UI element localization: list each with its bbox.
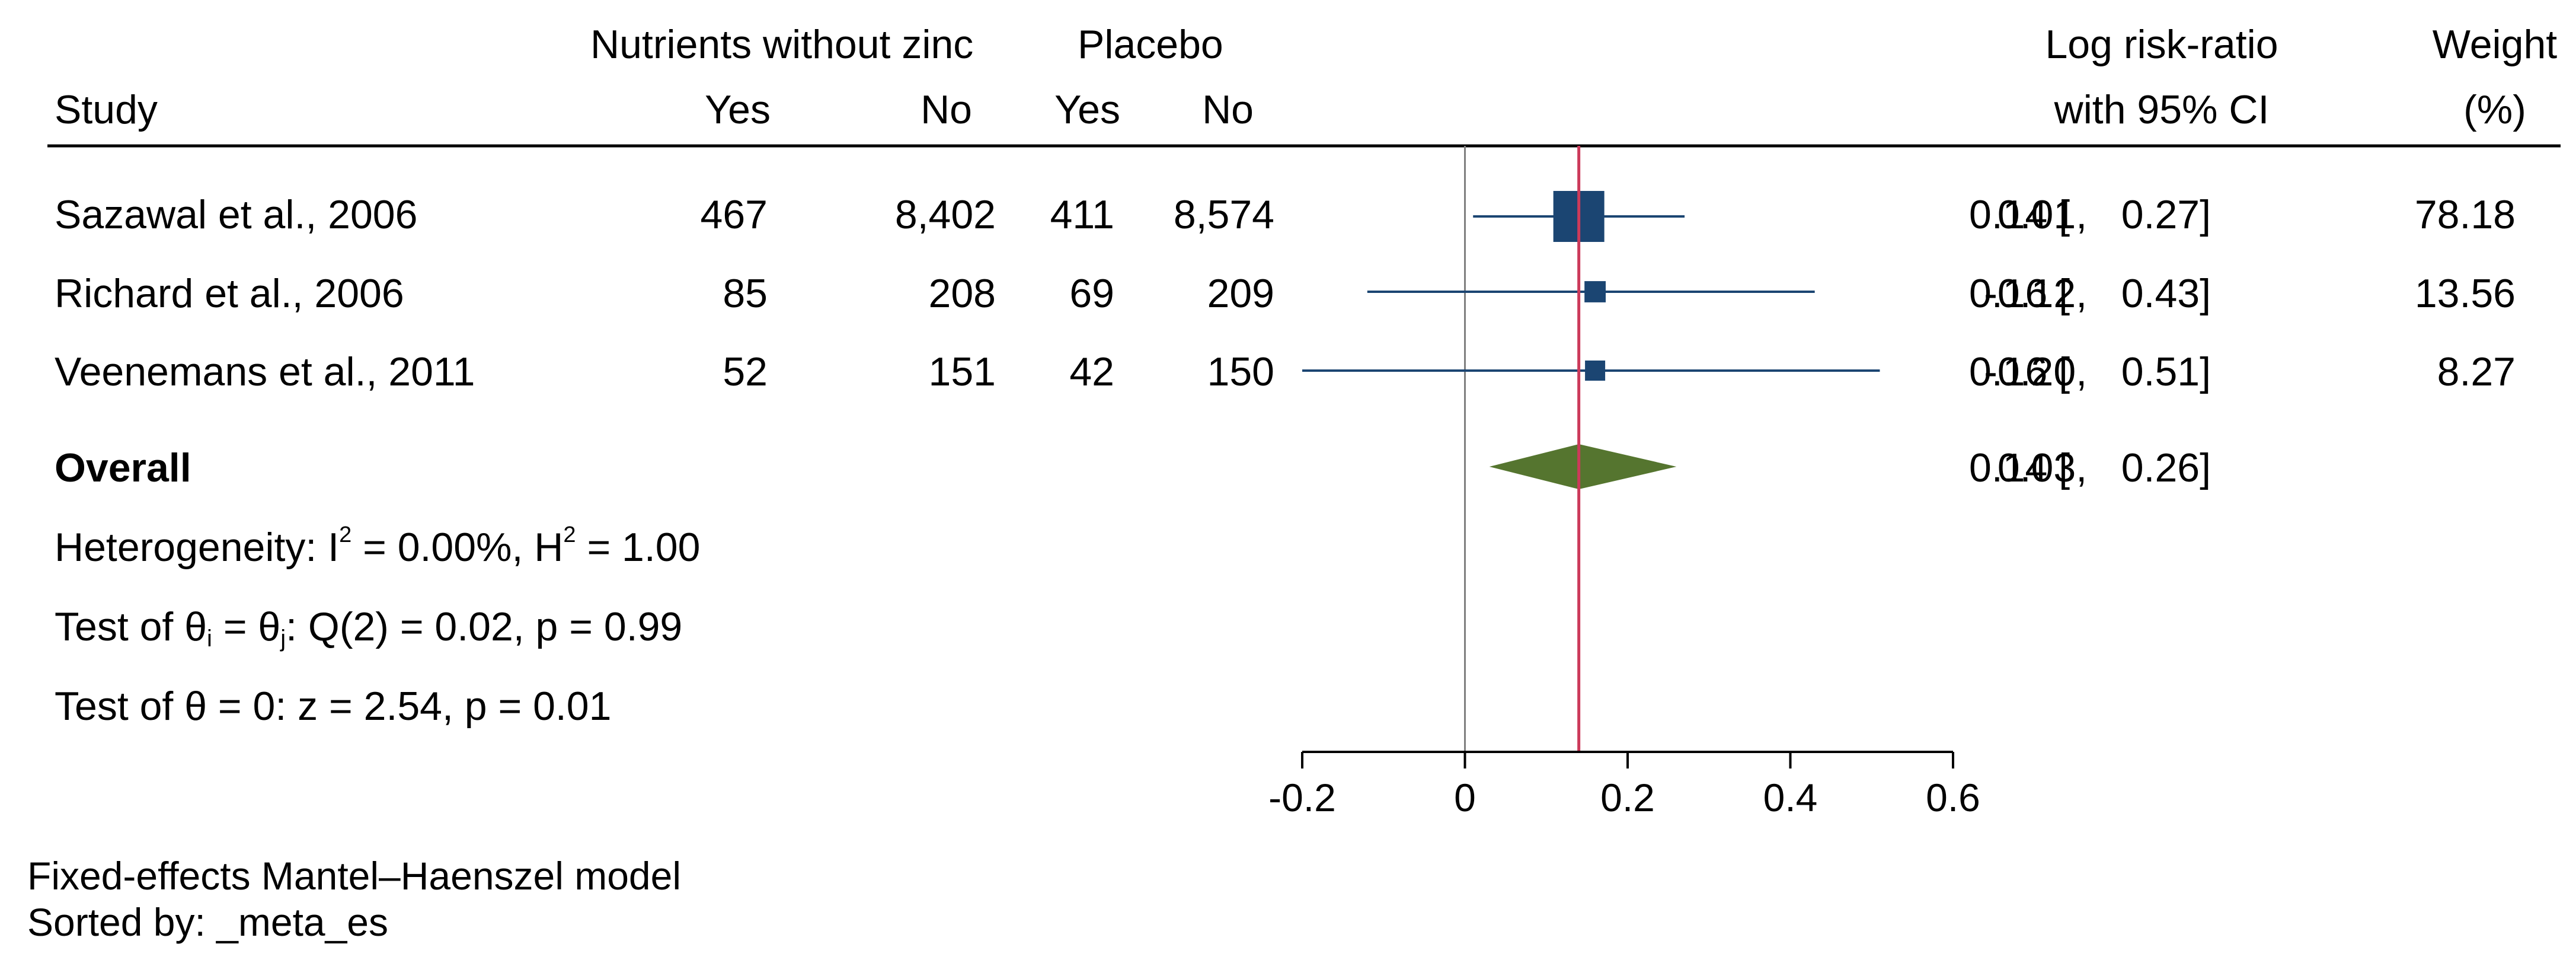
- effect-ci-text: 0.16 [ -0.20, 0.51]: [1969, 349, 2211, 394]
- weight-value: 8.27: [2437, 349, 2516, 394]
- ctrl-no-value: 150: [1207, 349, 1274, 394]
- effect-header-line2: with 95% CI: [2054, 87, 2270, 132]
- model-note: Fixed-effects Mantel–Haenszel model: [27, 854, 681, 898]
- effect-ci-text: 0.14 [ 0.01, 0.27]: [1969, 192, 2211, 237]
- weight-value: 13.56: [2415, 271, 2516, 316]
- study-row: Veenemans et al., 2011 52 151 42 150 0.1…: [55, 349, 2516, 394]
- effect-ci-text: 0.16 [ -0.12, 0.43]: [1969, 271, 2211, 316]
- x-tick-label: 0.6: [1926, 776, 1980, 819]
- ctrl-no-header: No: [1202, 87, 1254, 132]
- group1-header: Nutrients without zinc: [590, 22, 973, 67]
- weight-value: 78.18: [2415, 192, 2516, 237]
- study-row: Richard et al., 2006 85 208 69 209 0.16 …: [55, 271, 2516, 316]
- plot-area: -0.2 0 0.2 0.4 0.6: [1268, 146, 1980, 819]
- x-tick-label: 0: [1454, 776, 1476, 819]
- ctrl-yes-value: 411: [1050, 192, 1114, 237]
- overall-diamond: [1489, 444, 1677, 489]
- study-name: Veenemans et al., 2011: [55, 349, 475, 394]
- overall-effect-ci-text: 0.14 [ 0.03, 0.26]: [1969, 445, 2211, 490]
- x-tick-label: 0.2: [1600, 776, 1655, 819]
- test-theta-zero-text: Test of θ = 0: z = 2.54, p = 0.01: [55, 684, 611, 729]
- treat-yes-value: 467: [701, 192, 768, 237]
- study-name: Richard et al., 2006: [55, 271, 404, 316]
- treat-no-value: 8,402: [895, 192, 996, 237]
- study-row: Sazawal et al., 2006 467 8,402 411 8,574…: [55, 192, 2516, 237]
- study-header: Study: [55, 87, 158, 132]
- group2-header: Placebo: [1078, 22, 1223, 67]
- ctrl-no-value: 8,574: [1174, 192, 1274, 237]
- weight-header-line1: Weight: [2433, 22, 2558, 67]
- treat-no-value: 151: [929, 349, 996, 394]
- heterogeneity-text: Heterogeneity: I2 = 0.00%, H2 = 1.00: [55, 522, 700, 570]
- treat-no-header: No: [921, 87, 972, 132]
- treat-yes-header: Yes: [705, 87, 771, 132]
- x-tick-label: -0.2: [1268, 776, 1336, 819]
- effect-square: [1584, 281, 1606, 302]
- ctrl-no-value: 209: [1207, 271, 1274, 316]
- effect-square: [1585, 361, 1606, 381]
- sort-note: Sorted by: _meta_es: [27, 900, 388, 944]
- weight-header-line2: (%): [2463, 87, 2526, 132]
- study-name: Sazawal et al., 2006: [55, 192, 417, 237]
- ctrl-yes-value: 42: [1069, 349, 1114, 394]
- x-tick-label: 0.4: [1763, 776, 1818, 819]
- effect-header-line1: Log risk-ratio: [2045, 22, 2278, 67]
- ctrl-yes-value: 69: [1069, 271, 1114, 316]
- test-theta-ij-text: Test of θi = θj: Q(2) = 0.02, p = 0.99: [55, 604, 682, 652]
- treat-yes-value: 52: [723, 349, 768, 394]
- ctrl-yes-header: Yes: [1054, 87, 1120, 132]
- treat-no-value: 208: [929, 271, 996, 316]
- treat-yes-value: 85: [723, 271, 768, 316]
- overall-label: Overall: [55, 445, 191, 490]
